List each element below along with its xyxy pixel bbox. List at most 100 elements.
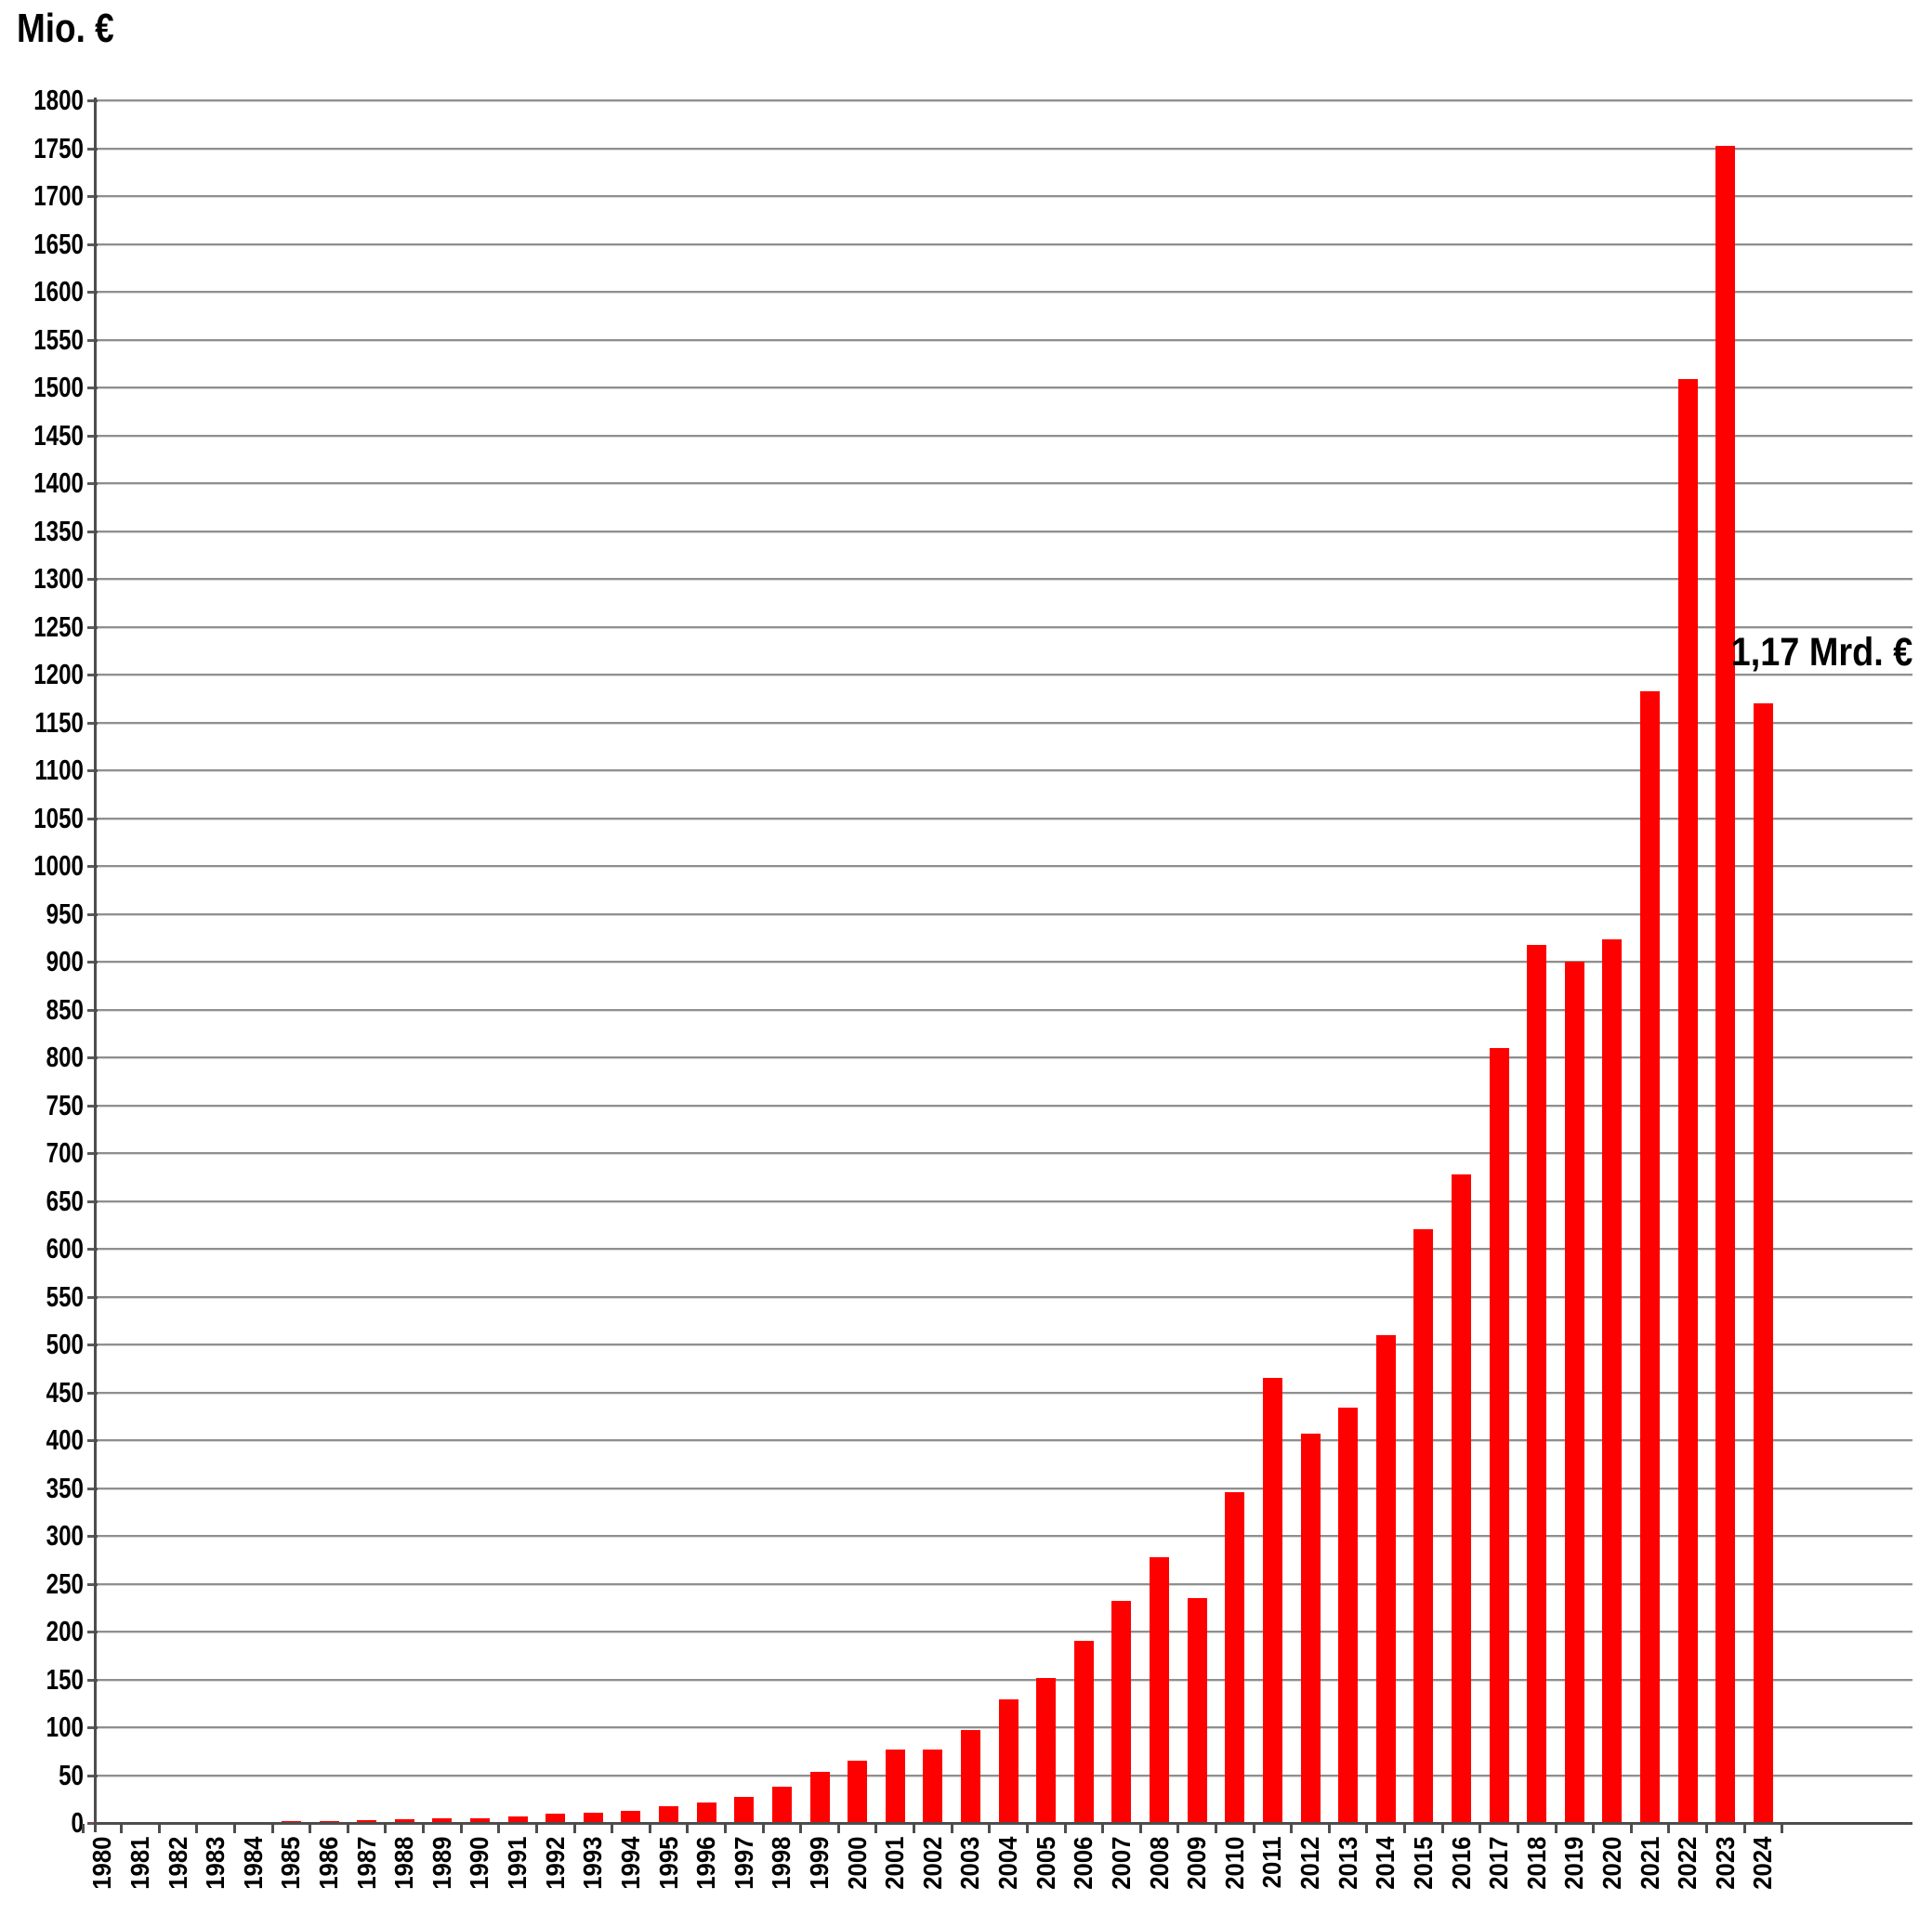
y-tick-label-150: 150 (46, 1662, 84, 1696)
x-tick-label-1982: 1982 (163, 1836, 192, 1890)
gridline-1350 (97, 530, 1912, 533)
y-axis-tick (87, 99, 98, 102)
x-tick-label-1986: 1986 (314, 1836, 343, 1890)
y-axis-tick (87, 865, 98, 868)
bar-1990 (469, 1817, 490, 1823)
x-tick-label-1981: 1981 (125, 1836, 154, 1890)
x-axis-tick (874, 1824, 878, 1833)
bar-2011 (1262, 1378, 1282, 1823)
y-tick-label-200: 200 (46, 1615, 84, 1647)
x-axis-tick (1101, 1824, 1105, 1833)
x-axis-tick (497, 1824, 501, 1833)
y-axis-tick (87, 1391, 98, 1395)
gridline-1550 (97, 338, 1912, 342)
x-tick-label-2011: 2011 (1257, 1836, 1287, 1889)
y-axis-tick (87, 147, 98, 151)
x-axis-tick (346, 1824, 349, 1833)
gridline-1800 (97, 99, 1912, 102)
bar-2019 (1564, 962, 1584, 1823)
gridline-1050 (97, 817, 1912, 820)
gridline-200 (97, 1631, 1912, 1633)
gridline-900 (97, 961, 1912, 964)
x-axis-tick (572, 1824, 576, 1833)
y-axis-tick (87, 387, 98, 389)
x-axis-tick (1215, 1824, 1217, 1833)
x-tick-label-2006: 2006 (1069, 1836, 1098, 1890)
y-axis-tick (87, 1822, 98, 1825)
x-tick-label-2014: 2014 (1371, 1836, 1400, 1890)
y-tick-label-1000: 1000 (33, 849, 84, 882)
gridline-550 (97, 1295, 1912, 1299)
bar-1993 (583, 1812, 603, 1823)
x-axis-tick (648, 1824, 651, 1833)
x-tick-label-1991: 1991 (503, 1836, 532, 1890)
y-tick-label-1250: 1250 (33, 610, 84, 643)
x-axis-tick (799, 1824, 803, 1833)
bar-2017 (1489, 1047, 1509, 1823)
y-axis-tick (87, 1008, 98, 1012)
y-axis-tick (87, 1295, 98, 1299)
x-tick-label-2024: 2024 (1748, 1836, 1778, 1890)
y-axis-line (94, 98, 97, 1832)
x-tick-label-2002: 2002 (917, 1836, 947, 1890)
x-axis-tick (1516, 1824, 1519, 1833)
bar-2004 (998, 1699, 1019, 1823)
y-tick-label-1600: 1600 (33, 275, 84, 308)
y-tick-label-700: 700 (46, 1136, 84, 1169)
bar-2013 (1338, 1407, 1359, 1823)
x-axis-tick (1629, 1824, 1633, 1833)
x-tick-label-1983: 1983 (201, 1836, 230, 1890)
gridline-650 (97, 1200, 1912, 1203)
gridline-1100 (97, 769, 1912, 772)
gridline-600 (97, 1248, 1912, 1251)
x-tick-label-2023: 2023 (1710, 1836, 1740, 1890)
x-axis-tick (1025, 1824, 1029, 1833)
x-tick-label-1994: 1994 (615, 1836, 645, 1890)
x-tick-label-1985: 1985 (276, 1836, 306, 1890)
y-tick-label-1050: 1050 (33, 801, 84, 834)
x-axis-tick (1781, 1824, 1784, 1833)
gridline-1450 (97, 434, 1912, 438)
x-axis-tick (1290, 1824, 1294, 1833)
y-tick-label-750: 750 (46, 1088, 84, 1121)
y-axis-tick (87, 1344, 98, 1346)
y-axis-tick (87, 1104, 98, 1108)
x-axis-tick (1592, 1824, 1596, 1833)
y-tick-label-1450: 1450 (33, 418, 84, 452)
y-tick-label-100: 100 (46, 1711, 84, 1743)
gridline-150 (97, 1678, 1912, 1682)
y-axis-tick (87, 578, 98, 581)
bar-1999 (809, 1772, 830, 1823)
x-axis-tick (157, 1824, 161, 1833)
x-axis-tick (723, 1824, 727, 1833)
x-tick-label-2007: 2007 (1106, 1836, 1136, 1890)
gridline-1300 (97, 578, 1912, 581)
bar-1998 (771, 1786, 792, 1823)
x-axis-tick (232, 1824, 236, 1833)
x-axis-tick (1479, 1824, 1482, 1833)
y-tick-label-1750: 1750 (33, 131, 84, 164)
bar-2024 (1753, 702, 1773, 1823)
y-axis-tick (87, 1535, 98, 1538)
x-tick-label-2000: 2000 (842, 1836, 872, 1890)
x-axis-tick (195, 1824, 199, 1833)
x-tick-label-2008: 2008 (1144, 1836, 1174, 1890)
gridline-300 (97, 1535, 1912, 1538)
y-axis-tick (87, 1056, 98, 1059)
gridline-1200 (97, 674, 1912, 676)
bar-2010 (1225, 1491, 1245, 1823)
bar-2023 (1715, 146, 1736, 1823)
bar-2008 (1150, 1556, 1170, 1823)
y-axis-tick (87, 721, 98, 725)
bar-1986 (319, 1820, 339, 1823)
gridline-1400 (97, 482, 1912, 485)
bar-1994 (621, 1811, 641, 1823)
x-tick-label-1987: 1987 (351, 1836, 381, 1890)
y-tick-label-50: 50 (59, 1758, 84, 1791)
y-tick-label-500: 500 (46, 1328, 84, 1360)
gridline-800 (97, 1056, 1912, 1059)
y-axis-tick (87, 912, 98, 916)
y-axis-tick (87, 195, 98, 198)
y-axis-tick (87, 674, 98, 676)
gridline-1750 (97, 147, 1912, 151)
